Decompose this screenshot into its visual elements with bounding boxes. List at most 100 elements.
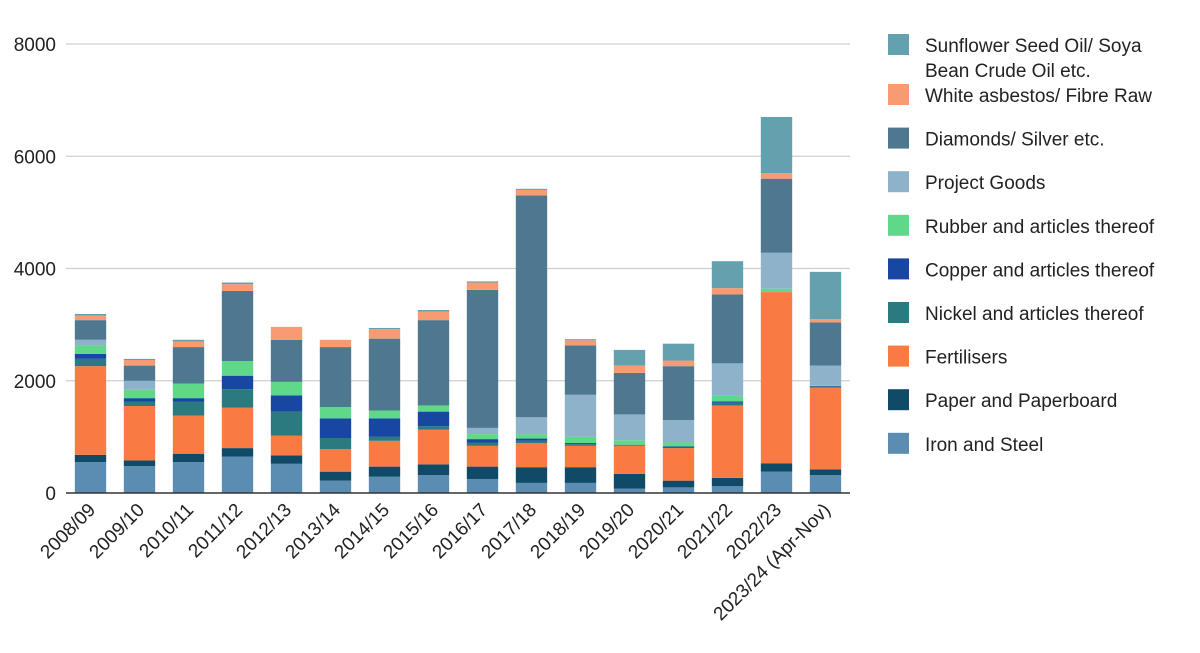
- bar-segment-sunflower-seed-oil-soya-bean-crude-oil-etc: [809, 271, 842, 320]
- bar-segment-copper-and-articles-thereof: [809, 385, 842, 387]
- bar-segment-rubber-and-articles-thereof: [662, 442, 695, 447]
- bar-segment-nickel-and-articles-thereof: [319, 437, 352, 450]
- bar-segment-copper-and-articles-thereof: [74, 353, 107, 359]
- legend-item-diamonds-silver-etc: Diamonds/ Silver etc.: [888, 127, 1105, 151]
- legend-swatch: [888, 84, 909, 105]
- bar-stack-2014-15: [368, 327, 401, 493]
- bar-stack-2019-20: [613, 349, 646, 493]
- legend-item-nickel-and-articles-thereof: Nickel and articles thereof: [888, 302, 1144, 325]
- bar-segment-paper-and-paperboard: [123, 460, 156, 467]
- bar-segment-rubber-and-articles-thereof: [123, 389, 156, 399]
- bar-segment-paper-and-paperboard: [319, 471, 352, 481]
- bar-segment-white-asbestos-fibre-raw: [613, 365, 646, 373]
- bar-segment-white-asbestos-fibre-raw: [662, 360, 695, 367]
- bar-segment-copper-and-articles-thereof: [564, 443, 597, 445]
- bar-segment-fertilisers: [760, 292, 793, 464]
- bar-segment-project-goods: [809, 365, 842, 386]
- bar-segment-sunflower-seed-oil-soya-bean-crude-oil-etc: [662, 343, 695, 361]
- bar-segment-diamonds-silver-etc: [711, 294, 744, 364]
- bar-segment-white-asbestos-fibre-raw: [515, 189, 548, 196]
- bar-segment-iron-and-steel: [172, 462, 205, 493]
- bar-segment-diamonds-silver-etc: [564, 345, 597, 395]
- bar-segment-rubber-and-articles-thereof: [368, 410, 401, 419]
- bar-segment-fertilisers: [270, 435, 303, 456]
- bar-stack-2010-11: [172, 339, 205, 493]
- bar-segment-copper-and-articles-thereof: [270, 395, 303, 412]
- bar-segment-paper-and-paperboard: [711, 477, 744, 487]
- bar-segment-diamonds-silver-etc: [74, 320, 107, 340]
- bar-segment-sunflower-seed-oil-soya-bean-crude-oil-etc: [613, 349, 646, 366]
- bar-segment-diamonds-silver-etc: [613, 372, 646, 415]
- bar-stack-2015-16: [417, 310, 450, 493]
- bar-segment-iron-and-steel: [74, 462, 107, 493]
- bar-segment-paper-and-paperboard: [417, 464, 450, 476]
- bar-segment-iron-and-steel: [662, 487, 695, 493]
- bar-segment-copper-and-articles-thereof: [123, 398, 156, 402]
- bar-segment-white-asbestos-fibre-raw: [221, 284, 254, 291]
- bar-stack-2020-21: [662, 343, 695, 493]
- bar-segment-project-goods: [74, 339, 107, 346]
- bar-segment-diamonds-silver-etc: [760, 178, 793, 253]
- bar-segment-white-asbestos-fibre-raw: [123, 359, 156, 366]
- y-tick-label: 6000: [14, 147, 56, 168]
- bar-segment-sunflower-seed-oil-soya-bean-crude-oil-etc: [123, 358, 156, 360]
- bar-segment-project-goods: [662, 420, 695, 443]
- legend-swatch: [888, 34, 909, 55]
- bar-segment-white-asbestos-fibre-raw: [809, 319, 842, 323]
- bar-segment-rubber-and-articles-thereof: [270, 381, 303, 396]
- legend-item-fertilisers: Fertilisers: [888, 345, 1007, 369]
- legend-swatch: [888, 389, 909, 411]
- bar-segment-fertilisers: [368, 440, 401, 467]
- bar-stack-2011-12: [221, 282, 254, 493]
- legend-label: White asbestos/ Fibre Raw: [925, 86, 1152, 107]
- bar-stack-2022-23: [760, 116, 793, 493]
- bar-segment-fertilisers: [809, 387, 842, 470]
- bar-segment-paper-and-paperboard: [515, 467, 548, 483]
- bar-segment-white-asbestos-fibre-raw: [270, 326, 303, 340]
- bar-segment-project-goods: [613, 414, 646, 441]
- bars: [74, 116, 842, 493]
- bar-segment-nickel-and-articles-thereof: [172, 401, 205, 416]
- bar-segment-fertilisers: [74, 366, 107, 455]
- bar-stack-2018-19: [564, 339, 597, 493]
- bar-stack-2021-22: [711, 261, 744, 493]
- bar-stack-2012-13: [270, 326, 303, 493]
- bar-stack-2017-18: [515, 188, 548, 493]
- legend-swatch: [888, 302, 909, 323]
- legend-swatch: [888, 345, 909, 367]
- bar-segment-iron-and-steel: [613, 488, 646, 493]
- legend-item-copper-and-articles-thereof: Copper and articles thereof: [888, 258, 1155, 281]
- bar-segment-diamonds-silver-etc: [368, 338, 401, 411]
- bar-segment-copper-and-articles-thereof: [319, 418, 352, 438]
- bar-stack-2013-14: [319, 339, 352, 493]
- bar-segment-fertilisers: [515, 443, 548, 468]
- bar-segment-sunflower-seed-oil-soya-bean-crude-oil-etc: [221, 282, 254, 285]
- bar-segment-copper-and-articles-thereof: [368, 418, 401, 437]
- x-tick-label: 2010/11: [136, 500, 198, 562]
- bar-segment-sunflower-seed-oil-soya-bean-crude-oil-etc: [515, 188, 548, 190]
- bar-segment-project-goods: [515, 417, 548, 435]
- bar-segment-paper-and-paperboard: [613, 473, 646, 489]
- bar-segment-fertilisers: [123, 406, 156, 461]
- bar-segment-nickel-and-articles-thereof: [368, 436, 401, 441]
- bar-segment-sunflower-seed-oil-soya-bean-crude-oil-etc: [74, 313, 107, 316]
- bar-segment-diamonds-silver-etc: [515, 195, 548, 418]
- legend-swatch: [888, 214, 909, 236]
- bar-segment-project-goods: [711, 363, 744, 396]
- bar-segment-sunflower-seed-oil-soya-bean-crude-oil-etc: [564, 339, 597, 341]
- legend-label: Iron and Steel: [925, 435, 1043, 456]
- bar-segment-project-goods: [466, 427, 499, 435]
- bar-segment-nickel-and-articles-thereof: [221, 389, 254, 408]
- bar-segment-rubber-and-articles-thereof: [466, 434, 499, 440]
- bar-segment-iron-and-steel: [368, 476, 401, 493]
- legend-swatch: [888, 258, 909, 280]
- y-tick-label: 0: [45, 484, 56, 505]
- bar-segment-fertilisers: [172, 415, 205, 454]
- bar-segment-white-asbestos-fibre-raw: [74, 315, 107, 321]
- legend-item-project-goods: Project Goods: [888, 171, 1045, 194]
- bar-segment-rubber-and-articles-thereof: [613, 440, 646, 445]
- bar-segment-nickel-and-articles-thereof: [564, 444, 597, 446]
- bar-segment-iron-and-steel: [564, 482, 597, 493]
- bar-segment-nickel-and-articles-thereof: [515, 440, 548, 444]
- bar-segment-diamonds-silver-etc: [319, 347, 352, 408]
